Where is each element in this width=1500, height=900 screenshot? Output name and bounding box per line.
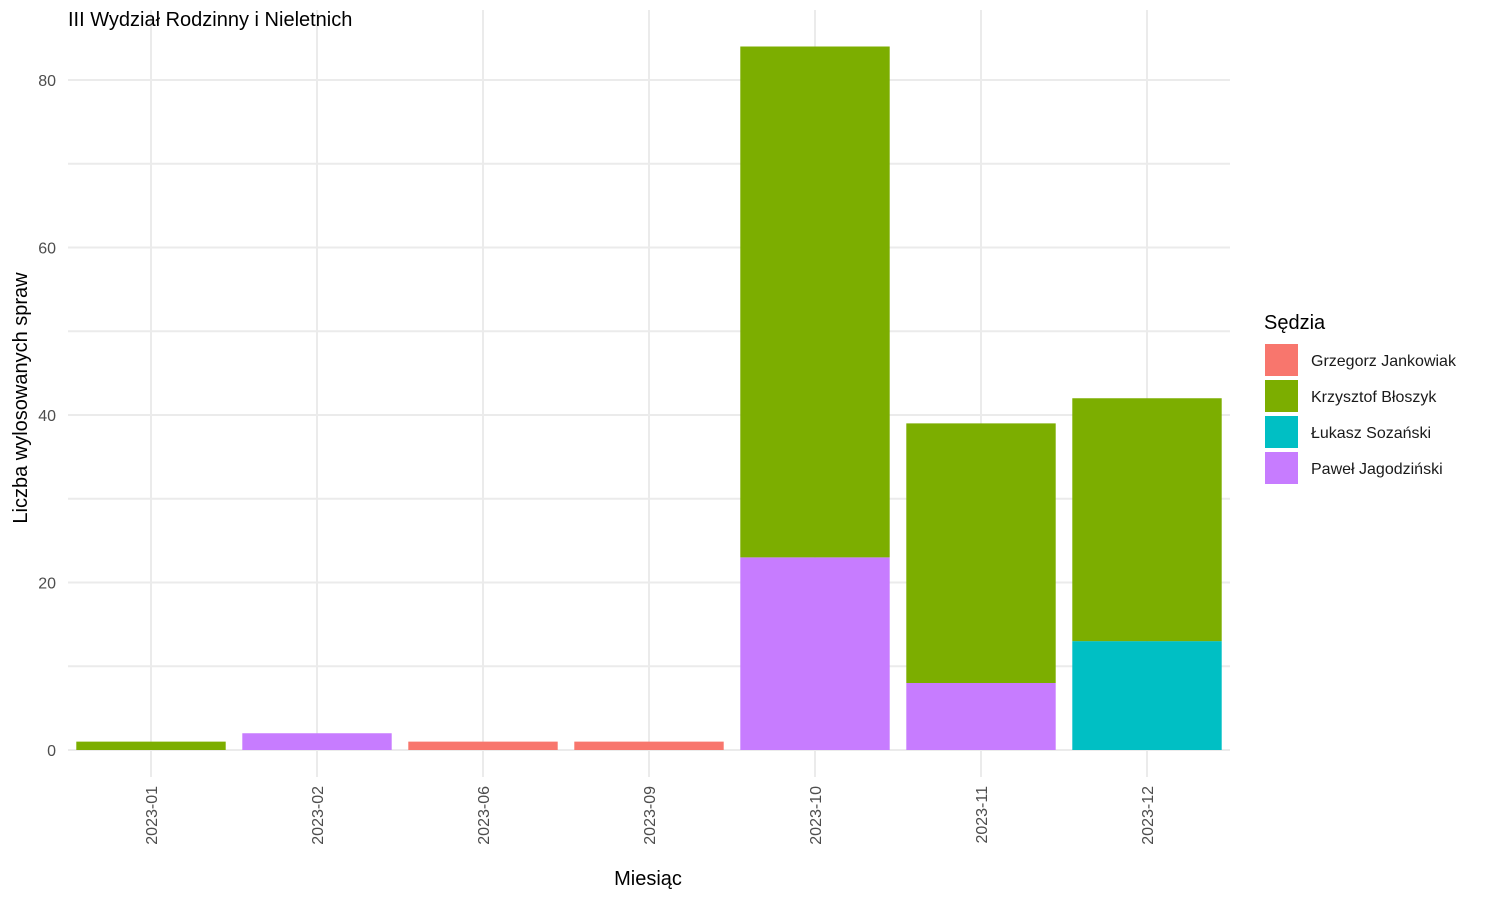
legend-label: Krzysztof Błoszyk bbox=[1311, 389, 1437, 406]
bar-segment bbox=[1072, 641, 1222, 750]
bar-segment bbox=[574, 741, 724, 750]
x-tick-label: 2023-09 bbox=[642, 786, 659, 845]
legend-label: Łukasz Sozański bbox=[1311, 425, 1431, 442]
bar-segment bbox=[1072, 398, 1222, 642]
legend-label: Grzegorz Jankowiak bbox=[1311, 353, 1457, 370]
x-tick-label: 2023-02 bbox=[310, 786, 327, 845]
y-tick-label: 40 bbox=[38, 408, 56, 425]
legend-items: Grzegorz Jankowiak Krzysztof Błoszyk Łukas… bbox=[1265, 344, 1457, 484]
y-tick-label: 80 bbox=[38, 73, 56, 90]
bars bbox=[76, 46, 1222, 750]
y-axis-ticks: 0 20 40 60 80 bbox=[38, 73, 56, 760]
chart-title: III Wydział Rodzinny i Nieletnich bbox=[68, 9, 352, 31]
legend-swatch bbox=[1265, 380, 1298, 412]
y-tick-label: 0 bbox=[47, 743, 56, 760]
x-axis-ticks: 2023-01 2023-02 2023-06 2023-09 2023-10 2023-… bbox=[144, 786, 1157, 845]
legend-label: Paweł Jagodziński bbox=[1311, 461, 1443, 478]
legend-swatch bbox=[1265, 416, 1298, 448]
legend-swatch bbox=[1265, 452, 1298, 484]
y-tick-label: 60 bbox=[38, 241, 56, 258]
y-axis-title: Liczba wylosowanych spraw bbox=[10, 272, 32, 524]
x-tick-label: 2023-12 bbox=[1140, 786, 1157, 845]
bar-segment bbox=[906, 683, 1056, 750]
x-tick-label: 2023-06 bbox=[476, 786, 493, 845]
bar-segment bbox=[76, 741, 226, 750]
x-axis-title: Miesiąc bbox=[614, 868, 682, 890]
legend: Sędzia Grzegorz Jankowiak Krzysztof Błosz… bbox=[1264, 312, 1457, 484]
x-tick-label: 2023-10 bbox=[808, 786, 825, 845]
x-tick-label: 2023-01 bbox=[144, 786, 161, 845]
legend-title: Sędzia bbox=[1264, 312, 1326, 334]
bar-segment bbox=[906, 423, 1056, 683]
bar-segment bbox=[408, 741, 558, 750]
x-tick-label: 2023-11 bbox=[974, 786, 991, 844]
bar-segment bbox=[740, 557, 890, 750]
bar-segment bbox=[740, 46, 890, 558]
legend-swatch bbox=[1265, 344, 1298, 376]
bar-segment bbox=[242, 733, 392, 750]
y-tick-label: 20 bbox=[38, 576, 56, 593]
